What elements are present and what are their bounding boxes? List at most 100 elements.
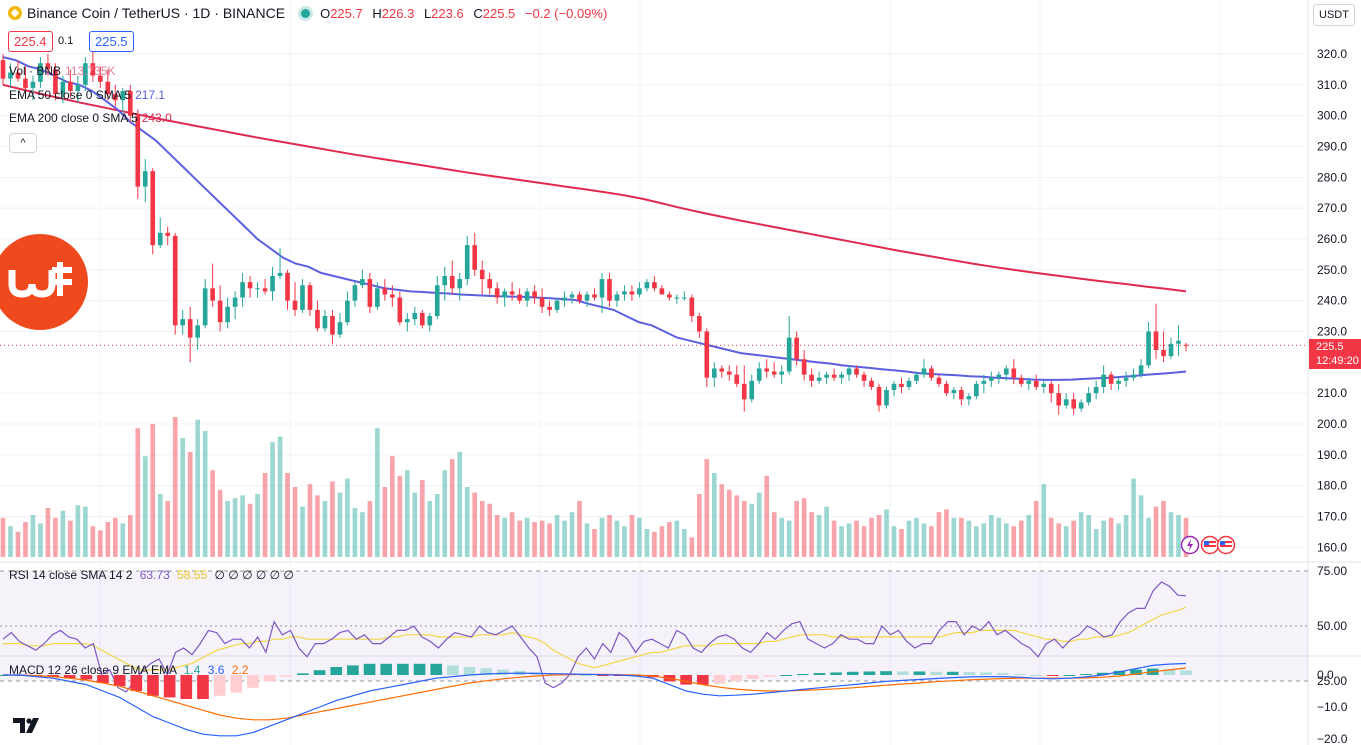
volume-bar xyxy=(449,459,455,557)
candle-body xyxy=(120,90,126,101)
candle-body xyxy=(75,84,81,91)
macd-histogram-bar xyxy=(430,663,443,675)
volume-bar xyxy=(412,492,418,557)
volume-bar xyxy=(599,517,605,557)
candle-body xyxy=(1063,399,1069,406)
macd-histogram-bar xyxy=(280,675,293,677)
volume-bar xyxy=(959,517,964,557)
volume-bar xyxy=(1078,512,1084,557)
candle-body xyxy=(1048,383,1054,394)
candle-body xyxy=(906,380,912,387)
candle-body xyxy=(891,383,897,391)
candle-body xyxy=(442,275,448,286)
candle-body xyxy=(607,279,612,301)
macd-histogram-bar xyxy=(680,675,692,685)
volume-bar xyxy=(1048,517,1054,557)
candle-body xyxy=(614,294,620,301)
ema50-legend[interactable]: EMA 50 close 0 SMA 5 217.1 xyxy=(9,88,166,102)
us-flag-icon[interactable] xyxy=(1200,535,1220,555)
macd-histogram-bar xyxy=(1063,675,1076,676)
volume-bar xyxy=(210,470,215,557)
candle-body xyxy=(30,81,36,88)
candle-body xyxy=(794,337,799,360)
candle-body xyxy=(547,306,552,310)
candle-body xyxy=(262,288,268,292)
candle-body xyxy=(83,63,88,85)
candle-body xyxy=(914,374,919,381)
volume-bar xyxy=(771,512,777,557)
volume-bar xyxy=(1071,520,1077,557)
macd-histogram-bar xyxy=(330,667,343,675)
macd-histogram-bar xyxy=(297,673,309,675)
macd-tick-label: −10.0 xyxy=(1317,700,1348,714)
currency-selector[interactable]: USDT xyxy=(1313,4,1355,26)
volume-bar xyxy=(502,517,507,557)
macd-histogram-bar xyxy=(180,675,193,699)
candle-body xyxy=(1078,402,1084,409)
tradingview-logo[interactable] xyxy=(12,716,44,736)
macd-histogram-bar xyxy=(1013,674,1026,676)
price-tick-label: 300.0 xyxy=(1317,109,1347,123)
macd-histogram-bar xyxy=(263,675,276,682)
volume-bar xyxy=(524,517,530,557)
candle-body xyxy=(637,288,642,295)
rsi-legend[interactable]: RSI 14 close SMA 14 2 63.73 58.55 ∅ ∅ ∅ … xyxy=(9,568,294,582)
candle-body xyxy=(809,374,814,381)
lightning-icon[interactable] xyxy=(1180,535,1200,555)
candle-body xyxy=(1176,340,1181,344)
ohlc-readout: O225.7 H226.3 L223.6 C225.5 −0.2 (−0.09%… xyxy=(320,5,608,21)
volume-bar xyxy=(869,517,874,557)
macd-tick-label: 0.0 xyxy=(1317,668,1334,682)
candle-body xyxy=(345,300,350,323)
candle-body xyxy=(839,374,844,378)
volume-bar xyxy=(637,517,642,557)
candle-body xyxy=(1026,380,1032,384)
volume-bar xyxy=(711,473,717,557)
candle-body xyxy=(554,300,560,310)
sell-button[interactable]: 225.4 xyxy=(8,31,53,52)
macd-legend[interactable]: MACD 12 26 close 9 EMA EMA 1.4 3.6 2.2 xyxy=(9,663,249,677)
volume-bar xyxy=(1153,506,1159,557)
candle-body xyxy=(419,312,425,326)
candle-body xyxy=(285,272,290,301)
volume-bar xyxy=(1123,515,1129,557)
candle-body xyxy=(1153,331,1159,350)
candle-body xyxy=(959,390,964,400)
ema200-legend[interactable]: EMA 200 close 0 SMA 5 243.0 xyxy=(9,111,172,125)
candle-body xyxy=(142,171,148,187)
volume-bar xyxy=(262,473,268,557)
volume-bar xyxy=(360,512,365,557)
candle-body xyxy=(53,69,58,95)
ema50-line xyxy=(2,56,1187,381)
macd-histogram-bar xyxy=(1130,669,1142,675)
volume-bar xyxy=(981,523,987,557)
spread-value: 0.1 xyxy=(58,35,74,47)
symbol-header[interactable]: Binance Coin / TetherUS · 1D · BINANCE O… xyxy=(8,5,607,21)
rsi-lines xyxy=(2,581,1187,693)
candle-body xyxy=(1018,377,1024,384)
volume-bar xyxy=(899,529,904,557)
volume-bar xyxy=(195,419,200,557)
macd-histogram-bar xyxy=(380,663,393,675)
candle-body xyxy=(8,72,13,79)
volume-bar xyxy=(300,506,305,557)
volume-bar xyxy=(659,526,665,557)
macd-histogram-bar xyxy=(47,675,59,677)
volume-legend[interactable]: Vol · BNB 113.735K xyxy=(9,64,116,78)
candle-body xyxy=(434,285,440,317)
volume-bar xyxy=(697,494,702,557)
us-flag-icon-2[interactable] xyxy=(1216,535,1236,555)
price-tick-label: 310.0 xyxy=(1317,78,1347,92)
macd-histogram-bar xyxy=(213,675,226,696)
volume-bar xyxy=(1108,517,1114,557)
volume-bar xyxy=(165,501,171,557)
macd-histogram-bar xyxy=(80,675,93,680)
volume-bar xyxy=(644,529,650,557)
candle-body xyxy=(749,380,755,400)
buy-button[interactable]: 225.5 xyxy=(89,31,134,52)
symbol-title[interactable]: Binance Coin / TetherUS · 1D · BINANCE xyxy=(27,5,286,21)
candle-body xyxy=(135,115,141,187)
collapse-legend-button[interactable]: ^ xyxy=(9,133,37,153)
candle-body xyxy=(644,282,650,289)
